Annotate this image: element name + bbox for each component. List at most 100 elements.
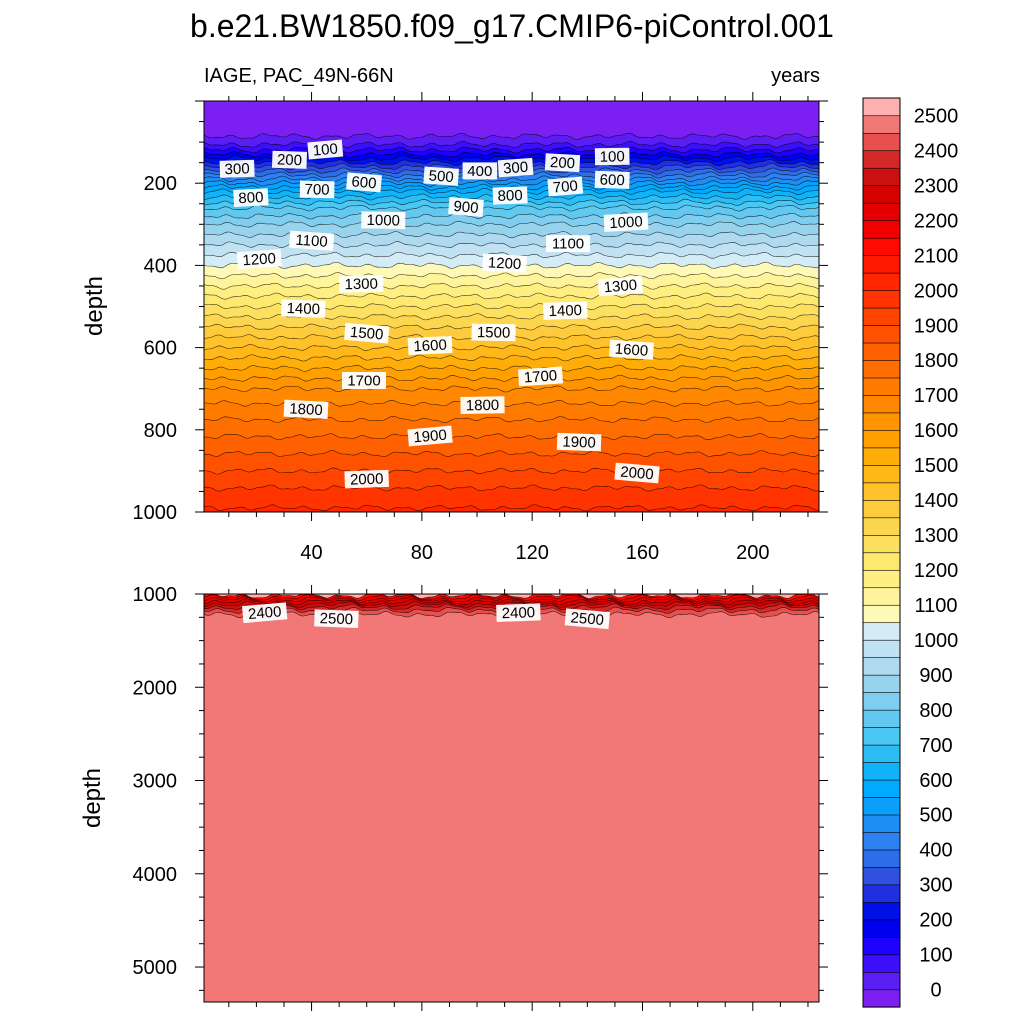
x-tick-label: 200: [736, 542, 769, 564]
contour-line-850: [204, 212, 819, 220]
contour-label: 800: [492, 186, 528, 205]
contour-label: 1200: [236, 249, 282, 269]
contour-label: 500: [423, 166, 460, 186]
upper-right-label: years: [771, 65, 820, 87]
svg-text:1600: 1600: [413, 337, 447, 356]
contour-line-2150: [204, 594, 819, 599]
colorbar-swatch: [862, 954, 901, 973]
colorbar-swatch: [862, 464, 901, 484]
colorbar-swatch: [862, 814, 901, 833]
contour-line-2200: [204, 594, 819, 602]
contour-label: 2500: [314, 609, 359, 628]
colorbar-swatch: [862, 727, 901, 746]
lower-y-axis-label: depth: [79, 768, 106, 828]
y-tick-label: 5000: [133, 957, 178, 979]
contour-label: 2400: [496, 603, 541, 622]
svg-text:800: 800: [238, 189, 264, 207]
contour-label: 1000: [603, 212, 649, 232]
contour-label: 2400: [242, 602, 288, 623]
colorbar-label: 2500: [914, 106, 959, 128]
colorbar-label: 1600: [914, 420, 959, 442]
lower-contour-plot: 1000 2000 3000 4000 5000 2400 2500 2400 2500: [133, 584, 828, 1011]
svg-text:700: 700: [304, 181, 329, 198]
colorbar-swatch: [862, 534, 901, 554]
contour-label: 1400: [281, 299, 326, 318]
colorbar-swatch: [862, 866, 901, 886]
colorbar-swatch: [862, 237, 901, 256]
x-tick-label: 80: [411, 542, 433, 564]
colorbar-swatch: [862, 272, 901, 291]
svg-text:1100: 1100: [552, 236, 584, 253]
svg-text:1400: 1400: [548, 302, 582, 320]
svg-text:1300: 1300: [603, 277, 638, 297]
y-tick-label: 600: [144, 338, 177, 360]
contour-line-1650: [204, 374, 819, 382]
contour-label: 700: [547, 176, 584, 197]
contour-label: 1800: [460, 396, 505, 414]
contour-label: 1300: [339, 275, 384, 293]
svg-text:2500: 2500: [319, 610, 353, 628]
colorbar-swatch: [862, 289, 901, 309]
colorbar-swatch: [862, 377, 901, 396]
colorbar-swatch: [862, 132, 901, 152]
svg-text:1900: 1900: [413, 427, 448, 447]
colorbar-swatch: [862, 324, 901, 344]
colorbar-swatch: [862, 552, 901, 571]
colorbar-swatch: [862, 674, 901, 693]
colorbar-label: 2200: [914, 210, 959, 232]
svg-text:1100: 1100: [295, 232, 328, 251]
contour-label: 100: [307, 139, 344, 160]
svg-text:200: 200: [550, 154, 576, 172]
x-tick-label: 120: [515, 542, 548, 564]
colorbar-label: 2100: [914, 245, 959, 267]
contour-line-1700: [204, 385, 819, 393]
contour-line-1600: [204, 364, 819, 372]
contour-line-100: [204, 141, 819, 148]
svg-text:2400: 2400: [247, 603, 282, 623]
y-tick-label: 1000: [133, 584, 178, 606]
figure-title: b.e21.BW1850.f09_g17.CMIP6-piControl.001: [190, 8, 834, 44]
svg-text:1700: 1700: [347, 373, 380, 390]
contour-line-2000: [204, 484, 819, 492]
svg-text:400: 400: [467, 163, 492, 180]
colorbar-swatch: [862, 517, 901, 536]
colorbar-swatch: [862, 884, 901, 903]
colorbar-swatch: [862, 761, 901, 781]
contour-line-1250: [204, 292, 819, 300]
contour-line-1200: [204, 282, 819, 290]
contour-band-2500: [204, 611, 819, 1002]
colorbar-label: 0: [930, 980, 941, 1002]
colorbar-swatch: [862, 307, 901, 326]
contour-band-2000: [204, 484, 819, 512]
colorbar-swatch: [862, 499, 901, 519]
colorbar-swatch: [862, 849, 901, 868]
colorbar-label: 2000: [914, 280, 959, 302]
colorbar-swatch: [862, 482, 901, 501]
colorbar-swatch: [862, 255, 901, 274]
colorbar-label: 700: [919, 735, 952, 757]
contour-label: 2000: [344, 469, 389, 489]
svg-text:1900: 1900: [562, 434, 596, 452]
colorbar-swatch: [862, 604, 901, 624]
colorbar-label: 500: [919, 805, 952, 827]
contour-label: 1600: [608, 339, 655, 360]
y-tick-label: 3000: [133, 771, 178, 793]
colorbar-label: 1700: [914, 385, 959, 407]
contour-line-1500: [204, 344, 819, 351]
contour-label: 1700: [517, 366, 564, 387]
colorbar-swatch: [862, 115, 901, 134]
colorbar-label: 1800: [914, 350, 959, 372]
svg-text:700: 700: [552, 177, 578, 196]
contour-label: 2500: [564, 608, 610, 629]
contour-line-150: [204, 146, 819, 154]
upper-contour-plot: 200 400 600 800 1000 40 80 120 160 200 100 200 300 60…: [133, 92, 828, 564]
svg-text:1600: 1600: [614, 341, 648, 360]
colorbar-label: 600: [919, 770, 952, 792]
svg-text:1800: 1800: [289, 400, 323, 419]
contour-label: 200: [544, 153, 581, 172]
colorbar-swatch: [862, 692, 901, 711]
colorbar-label: 1100: [914, 595, 957, 617]
contour-line-1800: [204, 416, 819, 423]
contour-line-900: [204, 220, 819, 228]
